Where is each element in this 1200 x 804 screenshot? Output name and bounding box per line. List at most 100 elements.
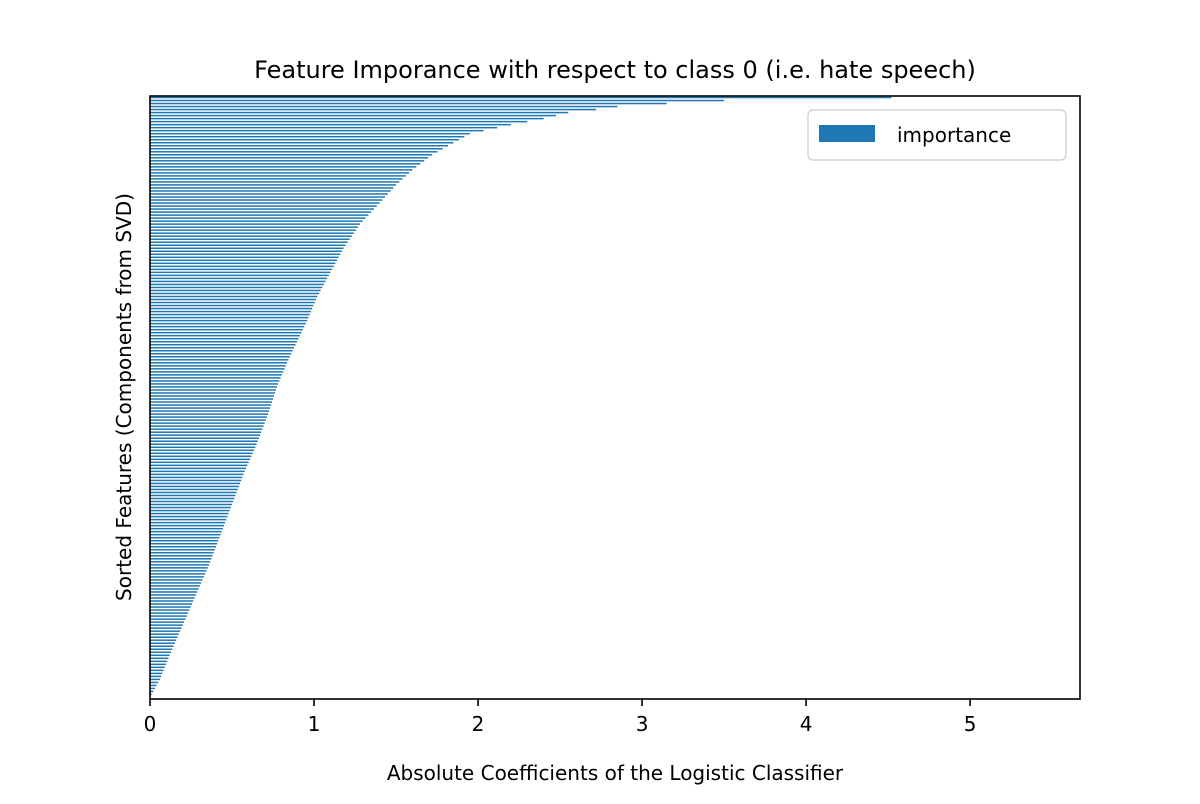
x-tick-label: 4: [800, 712, 813, 736]
bar: [150, 340, 297, 343]
bar: [150, 283, 324, 286]
bar: [150, 135, 465, 138]
bar: [150, 111, 569, 114]
bar: [150, 178, 403, 180]
chart-title: Feature Imporance with respect to class …: [254, 56, 976, 84]
bar: [150, 612, 189, 614]
bar: [150, 114, 556, 117]
bar: [150, 108, 597, 111]
bar: [150, 419, 266, 421]
bar: [150, 503, 233, 506]
bar: [150, 564, 210, 566]
bar: [150, 675, 162, 678]
bar: [150, 217, 366, 219]
bar: [150, 319, 308, 322]
bars-group: [150, 96, 892, 696]
bar: [150, 380, 280, 382]
bar: [150, 648, 173, 651]
bar: [150, 687, 155, 690]
bar: [150, 175, 406, 177]
bar: [150, 518, 227, 521]
bar: [150, 289, 321, 292]
bar: [150, 621, 185, 623]
bar: [150, 295, 318, 298]
bar: [150, 425, 264, 427]
bar: [150, 509, 230, 512]
bar: [150, 154, 433, 156]
bar: [150, 211, 372, 213]
bar: [150, 446, 256, 448]
bar: [150, 461, 249, 464]
bar: [150, 455, 252, 458]
bar: [150, 265, 334, 268]
bar: [150, 542, 218, 545]
bar: [150, 549, 215, 551]
bar: [150, 624, 183, 626]
bar: [150, 539, 219, 542]
legend-swatch: [819, 125, 875, 142]
bar: [150, 645, 174, 647]
bar: [150, 666, 165, 669]
bar: [150, 536, 220, 539]
bar: [150, 431, 262, 433]
bar: [150, 437, 259, 439]
bar: [150, 410, 270, 412]
x-tick-label: 0: [144, 712, 157, 736]
x-tick-label: 3: [636, 712, 649, 736]
bar: [150, 371, 284, 373]
bar: [150, 310, 311, 313]
bar: [150, 642, 175, 644]
bar: [150, 404, 272, 406]
bar: [150, 591, 198, 593]
bar: [150, 627, 182, 629]
bar: [150, 157, 429, 159]
bar: [150, 105, 618, 108]
bar: [150, 684, 157, 687]
bar: [150, 398, 274, 400]
bar: [150, 259, 337, 262]
bar: [150, 129, 484, 132]
bar: [150, 353, 292, 355]
bar: [150, 669, 164, 672]
y-axis-label: Sorted Features (Components from SVD): [112, 193, 136, 601]
bar: [150, 377, 281, 379]
bar: [150, 633, 179, 635]
bar: [150, 232, 354, 234]
legend: importance: [807, 109, 1067, 161]
bar: [150, 166, 417, 168]
bar: [150, 660, 168, 663]
bar: [150, 226, 358, 228]
bar: [150, 597, 195, 599]
bar: [150, 365, 286, 367]
bar: [150, 337, 299, 340]
bar: [150, 389, 276, 391]
bar: [150, 585, 200, 587]
bar: [150, 527, 223, 530]
bar: [150, 618, 186, 620]
bar: [150, 169, 413, 171]
bar: [150, 497, 235, 500]
bar: [150, 362, 288, 364]
bar: [150, 350, 293, 352]
bar: [150, 256, 339, 259]
bar: [150, 678, 160, 681]
bar: [150, 458, 251, 461]
bar: [150, 464, 248, 467]
bar: [150, 570, 207, 572]
bar: [150, 573, 206, 575]
bar: [150, 247, 344, 250]
bar: [150, 172, 410, 174]
bar: [150, 343, 296, 346]
bar: [150, 515, 228, 518]
bar: [150, 521, 226, 524]
bar: [150, 374, 282, 376]
bar: [150, 325, 305, 328]
bar: [150, 253, 341, 256]
bar: [150, 630, 181, 632]
bar: [150, 220, 363, 222]
legend-frame: [807, 109, 1067, 161]
bar: [150, 196, 386, 198]
bar: [150, 274, 329, 277]
bar: [150, 96, 892, 99]
